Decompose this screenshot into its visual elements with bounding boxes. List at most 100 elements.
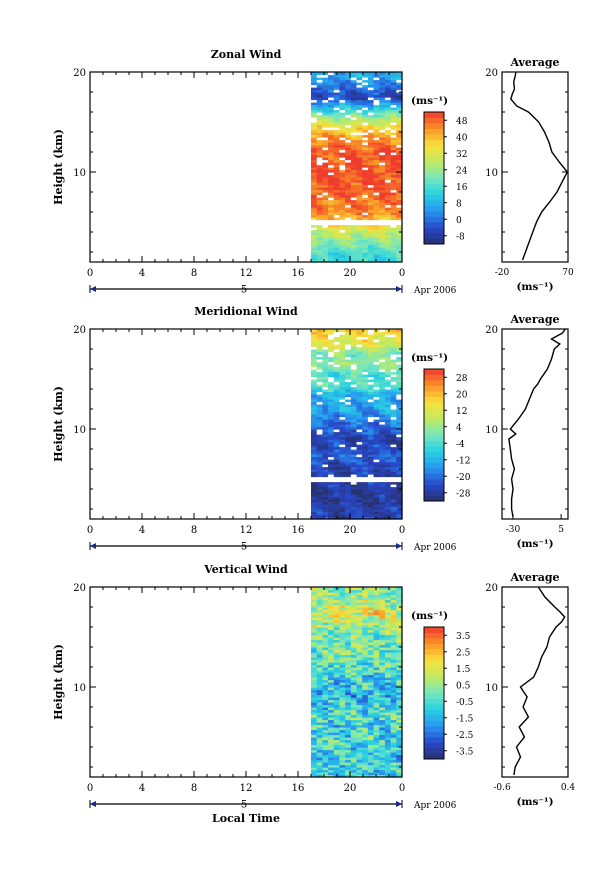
heatmap-cell	[316, 724, 323, 728]
heatmap-cell	[373, 391, 380, 395]
heatmap-cell	[345, 764, 352, 768]
heatmap-cell	[333, 662, 341, 666]
heatmap-cell	[356, 74, 363, 78]
heatmap-cell	[322, 506, 329, 510]
heatmap-cell	[311, 644, 318, 648]
colorbar-band	[424, 632, 444, 639]
average-title: Average	[509, 571, 559, 584]
heatmap-cell	[328, 207, 335, 211]
heatmap-cell	[350, 667, 358, 671]
heatmap-cell	[384, 351, 392, 355]
heatmap-cell	[367, 212, 375, 216]
heatmap-cell	[373, 697, 380, 701]
heatmap-cell	[396, 122, 403, 126]
heatmap-cell	[350, 769, 358, 773]
heatmap-cell	[345, 229, 352, 233]
heatmap-cell	[350, 469, 358, 473]
heatmap-cell	[396, 254, 403, 258]
heatmap-cell	[350, 516, 358, 520]
heatmap-cell	[356, 167, 363, 171]
heatmap-cell	[390, 491, 397, 495]
colorbar-band	[424, 156, 444, 162]
heatmap-cell	[379, 192, 386, 196]
heatmap-cell	[379, 719, 386, 723]
heatmap-cell	[328, 396, 335, 400]
heatmap-cell	[322, 694, 329, 698]
heatmap-cell	[396, 504, 403, 508]
heatmap-cell	[311, 774, 318, 778]
heatmap-cell	[350, 687, 358, 691]
heatmap-cell	[367, 331, 375, 335]
heatmap-cell	[356, 134, 363, 138]
heatmap-cell	[345, 587, 352, 591]
heatmap-cell	[373, 109, 380, 113]
heatmap-cell	[396, 446, 403, 450]
heatmap-cell	[396, 351, 403, 355]
heatmap-cell	[350, 704, 358, 708]
heatmap-cell	[373, 717, 380, 721]
heatmap-cell	[328, 149, 335, 153]
colorbar-band	[424, 161, 444, 168]
heatmap-cell	[373, 469, 380, 473]
heatmap-cell	[322, 764, 329, 768]
heatmap-cell	[390, 132, 397, 136]
heatmap-cell	[356, 139, 363, 143]
heatmap-cell	[396, 687, 403, 691]
heatmap-cell	[356, 391, 363, 395]
heatmap-cell	[350, 346, 358, 350]
heatmap-cell	[339, 712, 346, 716]
heatmap-cell	[333, 739, 341, 743]
heatmap-cell	[367, 699, 375, 703]
heatmap-cell	[339, 164, 346, 168]
heatmap-cell	[339, 639, 346, 643]
heatmap-cell	[373, 217, 380, 221]
heatmap-cell	[384, 436, 392, 440]
heatmap-cell	[367, 592, 375, 596]
heatmap-cell	[339, 174, 346, 178]
colorbar-band	[424, 216, 444, 223]
heatmap-cell	[345, 476, 352, 480]
heatmap-cell	[373, 172, 380, 176]
heatmap-cell	[373, 334, 380, 338]
heatmap-cell	[316, 662, 323, 666]
heatmap-cell	[379, 177, 386, 181]
heatmap-cell	[373, 381, 380, 385]
heatmap-cell	[362, 414, 369, 418]
heatmap-cell	[384, 187, 392, 191]
heatmap-cell	[328, 767, 335, 771]
heatmap-cell	[322, 754, 329, 758]
heatmap-cell	[379, 82, 386, 86]
heatmap-cell	[316, 434, 323, 438]
heatmap-cell	[373, 386, 380, 390]
heatmap-cell	[384, 381, 392, 385]
heatmap-cell	[379, 674, 386, 678]
heatmap-cell	[345, 209, 352, 213]
heatmap-cell	[339, 399, 346, 403]
heatmap-cell	[333, 334, 341, 338]
heatmap-cell	[328, 692, 335, 696]
heatmap-cell	[390, 587, 397, 591]
heatmap-cell	[379, 476, 386, 480]
heatmap-cell	[390, 167, 397, 171]
heatmap-cell	[396, 217, 403, 221]
heatmap-cell	[367, 187, 375, 191]
heatmap-cell	[328, 147, 335, 151]
heatmap-cell	[328, 509, 335, 513]
heatmap-cell	[379, 406, 386, 410]
heatmap-cell	[333, 461, 341, 465]
heatmap-cell	[322, 349, 329, 353]
heatmap-cell	[333, 759, 341, 763]
heatmap-cell	[350, 684, 358, 688]
heatmap-cell	[362, 371, 369, 375]
heatmap-cell	[384, 334, 392, 338]
heatmap-cell	[311, 649, 318, 653]
heatmap-cell	[396, 637, 403, 641]
heatmap-cell	[396, 124, 403, 128]
heatmap-cell	[333, 592, 341, 596]
heatmap-cell	[333, 364, 341, 368]
heatmap-cell	[333, 729, 341, 733]
heatmap-cell	[316, 747, 323, 751]
heatmap-cell	[311, 199, 318, 203]
heatmap-cell	[328, 444, 335, 448]
heatmap-cell	[339, 344, 346, 348]
